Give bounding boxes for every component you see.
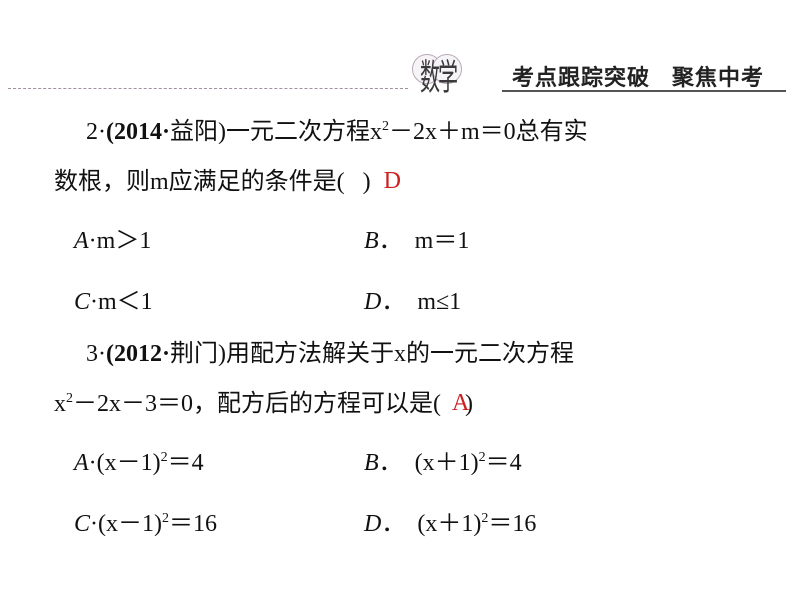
q2-source-close: ) (218, 119, 226, 145)
q3-option-c: C·(x－1)2＝16 (54, 503, 364, 538)
header-title: 考点跟踪突破聚焦中考 (512, 60, 764, 92)
q2-line1: 2·(2014·益阳)一元二次方程x2－2x＋m＝0总有实 (54, 120, 754, 144)
q3-place: 荆门 (170, 341, 218, 367)
header-dashline (8, 88, 408, 89)
q2-line2: 数根，则m应满足的条件是( D) (54, 170, 754, 194)
opt-a: (x＋1) (417, 511, 481, 537)
dot-sep: · (89, 450, 97, 476)
q3-option-a: A·(x－1)2＝4 (54, 442, 364, 477)
opt-label: D (364, 289, 381, 315)
q2-stem-a: 一元二次方程x (226, 119, 382, 145)
dot-sep: · (90, 511, 98, 537)
opt-b: ＝16 (488, 511, 536, 537)
opt-text: m＜1 (98, 289, 153, 315)
opt-a: (x－1) (97, 450, 161, 476)
subject-emblem: 数学 (410, 50, 470, 94)
opt-text: m＝1 (415, 228, 470, 254)
opt-a: (x＋1) (415, 450, 479, 476)
dot-sep: · (89, 228, 97, 254)
q3-year: 2012 (114, 341, 162, 367)
opt-label: B (364, 228, 379, 254)
q3-sep: · (162, 341, 170, 367)
page-header: 数学 考点跟踪突破聚焦中考 (0, 48, 794, 92)
opt-sup: 2 (479, 450, 486, 465)
q3-number: 3 (86, 341, 98, 367)
q3-l2b: －2x－3＝0，配方后的方程可以是( (73, 391, 441, 417)
q3-option-b: B． (x＋1)2＝4 (364, 442, 674, 477)
q3-answer-slot: A ) (447, 392, 473, 416)
q2-line2b: 足的条件是( (217, 169, 345, 195)
q3-answer: A (452, 391, 469, 415)
opt-label: A (74, 228, 89, 254)
header-underline (502, 90, 786, 92)
q2-year: 2014 (114, 119, 162, 145)
content-area: 2·(2014·益阳)一元二次方程x2－2x＋m＝0总有实 数根，则m应满足的条… (54, 120, 754, 564)
opt-a: (x－1) (98, 511, 162, 537)
q2-option-a: A·m＞1 (54, 220, 364, 255)
q3-line2: x2－2x－3＝0，配方后的方程可以是( A ) (54, 392, 754, 416)
q2-options-row2: C·m＜1 D． m≤1 (54, 281, 754, 316)
opt-text: m＞1 (97, 228, 152, 254)
q2-option-b: B． m＝1 (364, 220, 674, 255)
q2-options-row1: A·m＞1 B． m＝1 (54, 220, 754, 255)
q2-place: 益阳 (170, 119, 218, 145)
opt-b: ＝16 (169, 511, 217, 537)
opt-label: C (74, 511, 90, 537)
q2-line2a: 数根，则m应满 (54, 169, 217, 195)
q3-options-row1: A·(x－1)2＝4 B． (x＋1)2＝4 (54, 442, 754, 477)
q3-line1: 3·(2012·荆门)用配方法解关于x的一元二次方程 (54, 342, 754, 366)
opt-b: ＝4 (486, 450, 522, 476)
dot-sep: · (90, 289, 98, 315)
opt-label: D (364, 511, 381, 537)
q2-answer-slot: D) (363, 170, 371, 194)
q2-option-c: C·m＜1 (54, 281, 364, 316)
q2-number: 2 (86, 119, 98, 145)
opt-sup: 2 (162, 511, 169, 526)
q3-stem-a: 用配方法解关于x的一元二次方程 (226, 341, 574, 367)
q2-sup1: 2 (382, 119, 389, 134)
dot-sep: · (98, 341, 106, 367)
emblem-text: 数学 (410, 48, 466, 100)
q2-answer: D (384, 169, 401, 193)
q3-l2a: x (54, 391, 66, 417)
q3-source-close: ) (218, 341, 226, 367)
q2-source-open: ( (106, 119, 114, 145)
q2-stem-b: －2x＋m＝0总有实 (389, 119, 588, 145)
dot-sep: · (98, 119, 106, 145)
q3-option-d: D． (x＋1)2＝16 (364, 503, 674, 538)
opt-b: ＝4 (168, 450, 204, 476)
q3-sup1: 2 (66, 391, 73, 406)
opt-label: B (364, 450, 379, 476)
q2-sep: · (162, 119, 170, 145)
q2-option-d: D． m≤1 (364, 281, 674, 316)
q2-paren-close: ) (363, 169, 371, 195)
header-title-part1: 考点跟踪突破 (512, 65, 650, 90)
opt-label: C (74, 289, 90, 315)
header-title-part2: 聚焦中考 (672, 65, 764, 90)
q3-options-row2: C·(x－1)2＝16 D． (x＋1)2＝16 (54, 503, 754, 538)
opt-text: m≤1 (417, 289, 461, 315)
q3-source-open: ( (106, 341, 114, 367)
opt-label: A (74, 450, 89, 476)
opt-sup: 2 (161, 450, 168, 465)
